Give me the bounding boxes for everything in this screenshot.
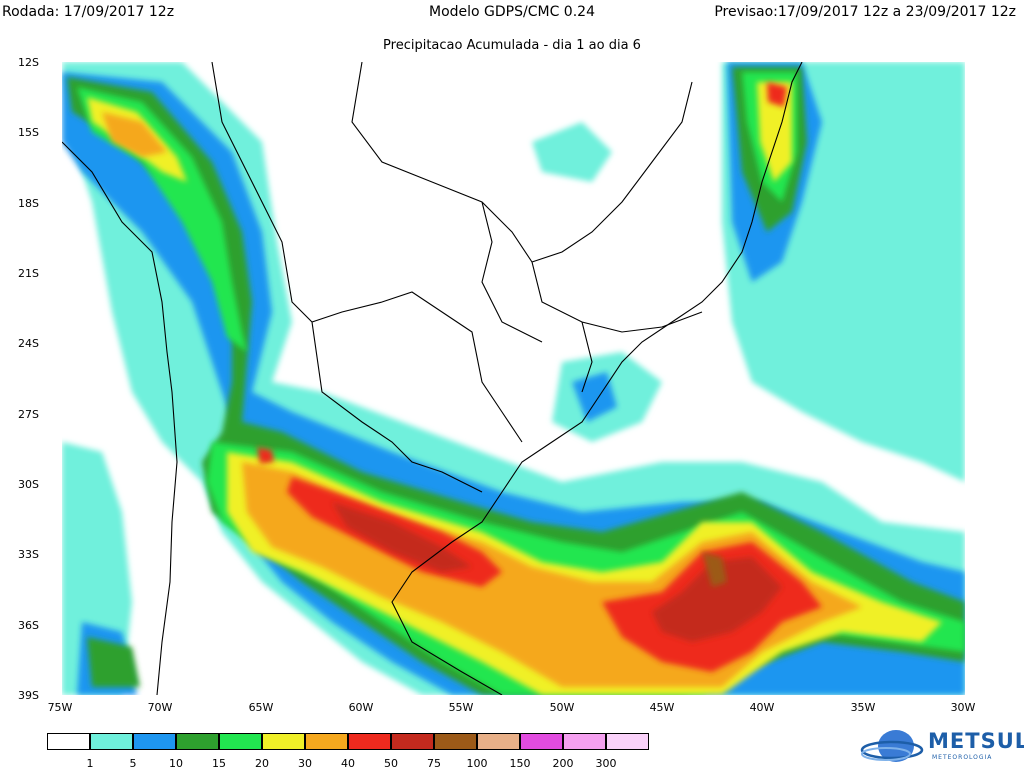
colorbar-swatch [262,733,305,750]
lon-label: 75W [47,701,73,714]
lon-label: 50W [549,701,575,714]
colorbar-swatch [606,733,649,750]
colorbar-swatch [133,733,176,750]
lon-label: 55W [448,701,474,714]
colorbar-swatch [47,733,90,750]
lon-label: 40W [749,701,775,714]
colorbar-swatch [434,733,477,750]
lat-label: 12S [18,56,39,69]
colorbar-swatch [477,733,520,750]
lon-label: 35W [850,701,876,714]
lat-label: 15S [18,126,39,139]
lon-label: 45W [649,701,675,714]
model-title: Modelo GDPS/CMC 0.24 [429,4,595,20]
run-date-label: Rodada: 17/09/2017 12z [2,4,175,20]
colorbar-swatch [348,733,391,750]
lat-label: 21S [18,267,39,280]
colorbar-level-label: 100 [466,757,488,770]
lat-label: 24S [18,337,39,350]
colorbar-swatch [90,733,133,750]
metsul-logo: METSUL METEOROLOGIA [860,728,1024,768]
lat-label: 36S [18,619,39,632]
colorbar-level-label: 15 [212,757,226,770]
globe-icon [860,730,924,762]
map-subtitle: Precipitacao Acumulada - dia 1 ao dia 6 [383,38,641,53]
colorbar-swatch [176,733,219,750]
lon-label: 60W [348,701,374,714]
colorbar-level-label: 30 [298,757,312,770]
coastlines-borders [62,62,803,695]
colorbar-swatch [563,733,606,750]
colorbar-swatch [219,733,262,750]
colorbar-level-label: 200 [552,757,574,770]
colorbar-level-label: 10 [169,757,183,770]
colorbar-swatch [520,733,563,750]
colorbar-level-label: 150 [509,757,531,770]
lat-label: 39S [18,689,39,702]
lat-label: 33S [18,548,39,561]
colorbar-swatch [391,733,434,750]
lon-label: 30W [950,701,976,714]
precipitation-map [62,62,965,695]
forecast-period-label: Previsao:17/09/2017 12z a 23/09/2017 12z [714,4,1016,20]
colorbar-level-label: 20 [255,757,269,770]
colorbar-level-label: 300 [595,757,617,770]
lat-label: 27S [18,408,39,421]
precip-layer-75mm [702,552,727,587]
colorbar-level-label: 40 [341,757,355,770]
colorbar-level-label: 50 [384,757,398,770]
lat-label: 30S [18,478,39,491]
lat-label: 18S [18,197,39,210]
colorbar-level-label: 1 [86,757,94,770]
logo-wordmark: METSUL [928,729,1024,753]
colorbar-level-label: 5 [129,757,137,770]
lon-label: 70W [147,701,173,714]
colorbar-swatch [305,733,348,750]
colorbar-level-label: 75 [427,757,441,770]
logo-tagline: METEOROLOGIA [932,754,993,761]
lon-label: 65W [248,701,274,714]
precip-layer-50mm [332,502,782,642]
